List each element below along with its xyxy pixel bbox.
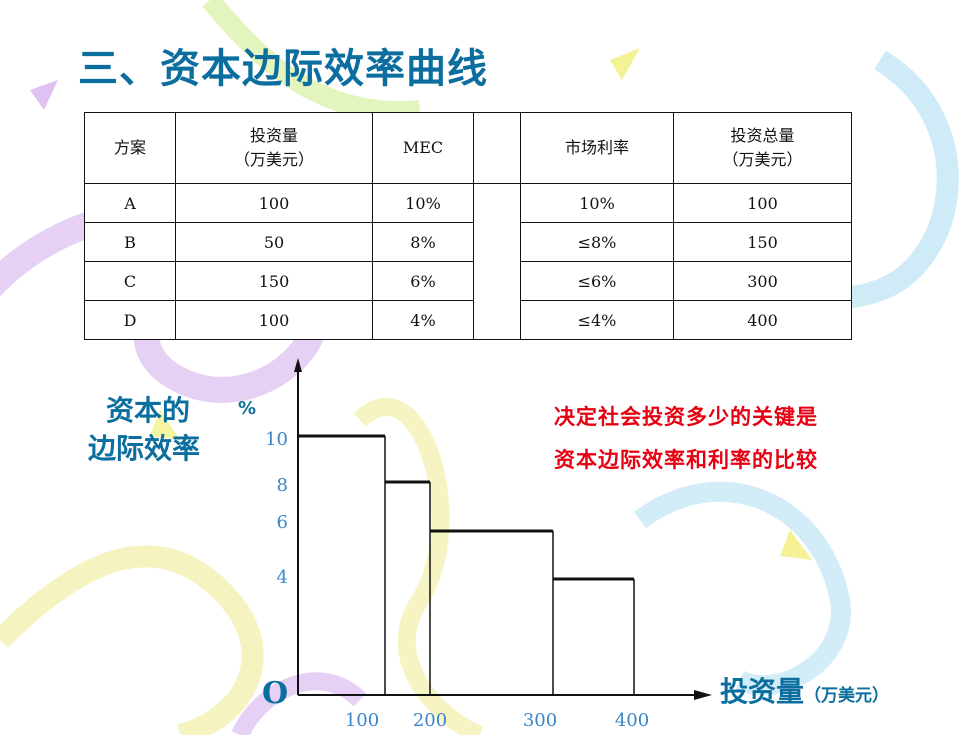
header-investment-line2: （万美元） [233, 150, 314, 169]
cell-investment: 100 [175, 300, 373, 340]
header-investment-line1: 投资量 [249, 126, 298, 145]
triangle-yellow-2 [780, 530, 812, 560]
x-axis-unit: （万美元） [804, 686, 890, 706]
cell-plan: B [84, 222, 176, 262]
cell-mec: 10% [372, 183, 474, 223]
slide-title: 三、资本边际效率曲线 [78, 46, 488, 92]
origin-label: O [262, 676, 288, 711]
y-axis-arrow [294, 358, 302, 372]
y-tick-label: 8 [277, 475, 288, 496]
swirl-blue-bottom [634, 481, 851, 696]
header-total: 投资总量 （万美元） [673, 112, 852, 184]
cell-rate: ≤6% [520, 261, 674, 301]
cell-mec: 8% [372, 222, 474, 262]
y-axis-label-line1: 资本的 [106, 394, 191, 427]
chart-layer: O 100 200 300 400 10 8 6 4 [262, 358, 712, 731]
y-axis-label-line2: 边际效率 [88, 432, 201, 465]
x-tick-label: 400 [615, 710, 649, 731]
swirl-yellow-left [0, 545, 264, 735]
cell-total: 100 [673, 183, 852, 223]
table-header-row: 方案 投资量 （万美元） MEC 市场利率 投资总量 （万美元） [84, 112, 852, 184]
note-line2: 资本边际效率和利率的比较 [554, 448, 818, 472]
table-row: C 150 6% ≤6% 300 [84, 261, 852, 301]
cell-plan: C [84, 261, 176, 301]
cell-rate: ≤4% [520, 300, 674, 340]
table-row: A 100 10% 10% 100 [84, 183, 852, 340]
y-axis-label: 资本的 边际效率 % [88, 392, 256, 468]
triangle-yellow-1 [610, 48, 640, 80]
mec-table: 方案 投资量 （万美元） MEC 市场利率 投资总量 （万美元） A 100 1… [84, 112, 852, 340]
x-axis-label: 投资量（万美元） [720, 670, 889, 710]
header-total-line2: （万美元） [722, 150, 803, 169]
x-tick-label: 100 [345, 710, 379, 731]
note-line1: 决定社会投资多少的关键是 [554, 405, 818, 429]
swirl-purple-bottom [231, 672, 367, 735]
cell-mec: 4% [372, 300, 474, 340]
y-tick-label: 4 [277, 567, 288, 588]
header-rate: 市场利率 [520, 112, 674, 184]
x-axis-label-text: 投资量 [720, 675, 805, 708]
y-tick-label: 6 [277, 512, 288, 533]
cell-investment: 50 [175, 222, 373, 262]
table-row: D 100 4% ≤4% 400 [84, 300, 852, 340]
y-axis-unit: % [238, 398, 257, 419]
header-mec: MEC [372, 112, 474, 184]
swirl-yellow-center [353, 397, 484, 735]
key-point-note: 决定社会投资多少的关键是 资本边际效率和利率的比较 [554, 396, 818, 482]
triangle-yellow-3 [150, 410, 180, 440]
swirl-green-top [202, 0, 421, 122]
cell-plan: D [84, 300, 176, 340]
y-tick-label: 10 [265, 429, 288, 450]
cell-investment: 100 [175, 183, 373, 223]
header-total-line1: 投资总量 [730, 126, 795, 145]
x-axis-arrow [694, 690, 712, 700]
x-tick-label: 200 [413, 710, 447, 731]
triangle-purple-1 [30, 80, 58, 110]
cell-total: 400 [673, 300, 852, 340]
cell-rate: ≤8% [520, 222, 674, 262]
cell-mec: 6% [372, 261, 474, 301]
table-row: B 50 8% ≤8% 150 [84, 222, 852, 262]
x-tick-label: 300 [523, 710, 557, 731]
